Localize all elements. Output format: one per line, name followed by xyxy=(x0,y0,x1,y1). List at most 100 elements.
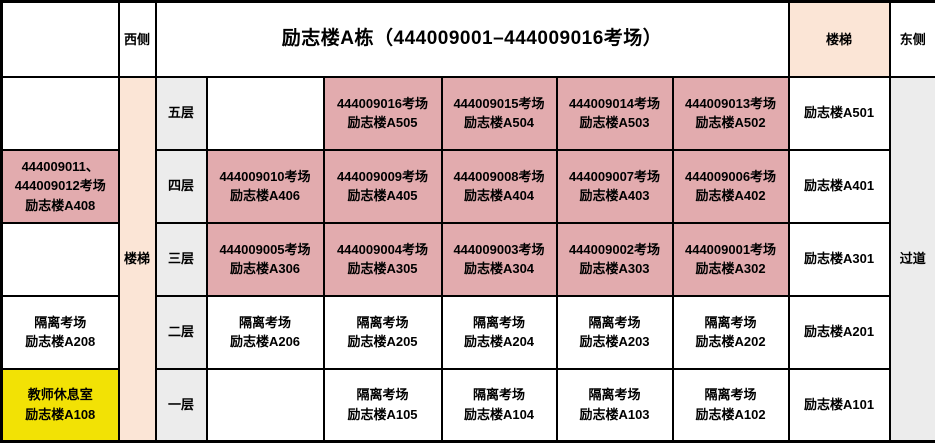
room-name: 励志楼A503 xyxy=(560,113,670,133)
room-type: 隔离考场 xyxy=(560,313,670,333)
room-name: 励志楼A101 xyxy=(792,395,887,415)
cell-a301: 励志楼A301 xyxy=(789,223,890,296)
room-name: 励志楼A301 xyxy=(792,249,887,269)
exam-room-number: 444009003考场 xyxy=(445,240,554,260)
exam-room-number: 444009006考场 xyxy=(676,167,786,187)
exam-room-number: 444009004考场 xyxy=(327,240,439,260)
floor-label-1f: 一层 xyxy=(156,369,207,442)
room-name: 励志楼A108 xyxy=(5,405,116,425)
room-type: 隔离考场 xyxy=(5,313,116,333)
room-type: 隔离考场 xyxy=(560,385,670,405)
cell-a306: 444009005考场 励志楼A306 xyxy=(207,223,324,296)
cell-a405: 444009009考场 励志楼A405 xyxy=(324,150,442,223)
room-name: 励志楼A203 xyxy=(560,332,670,352)
room-name: 励志楼A208 xyxy=(5,332,116,352)
exam-room-number: 444009014考场 xyxy=(560,94,670,114)
room-name: 励志楼A502 xyxy=(676,113,786,133)
cell-a102: 隔离考场 励志楼A102 xyxy=(673,369,789,442)
cell-a404: 444009008考场 励志楼A404 xyxy=(442,150,557,223)
room-type: 隔离考场 xyxy=(210,313,321,333)
room-type: 隔离考场 xyxy=(327,313,439,333)
left-cell-3f xyxy=(2,223,119,296)
room-type: 隔离考场 xyxy=(327,385,439,405)
corridor-column: 过道 xyxy=(890,77,935,442)
room-name: 励志楼A501 xyxy=(792,103,887,123)
cell-a206: 隔离考场 励志楼A206 xyxy=(207,296,324,369)
room-name: 励志楼A204 xyxy=(445,332,554,352)
cell-a403: 444009007考场 励志楼A403 xyxy=(557,150,673,223)
header-row: 西侧 励志楼A栋（444009001–444009016考场） 楼梯 东侧 xyxy=(2,2,935,77)
exam-room-number: 444009013考场 xyxy=(676,94,786,114)
cell-a108: 教师休息室 励志楼A108 xyxy=(2,369,119,442)
cell-a503: 444009014考场 励志楼A503 xyxy=(557,77,673,150)
cell-a401: 励志楼A401 xyxy=(789,150,890,223)
floor-row-5f: 楼梯 五层 444009016考场 励志楼A505 444009015考场 励志… xyxy=(2,77,935,150)
cell-a203: 隔离考场 励志楼A203 xyxy=(557,296,673,369)
room-name: 励志楼A405 xyxy=(327,186,439,206)
room-name: 励志楼A408 xyxy=(5,196,116,216)
room-name: 励志楼A406 xyxy=(210,186,321,206)
cell-a303: 444009002考场 励志楼A303 xyxy=(557,223,673,296)
cell-a202: 隔离考场 励志楼A202 xyxy=(673,296,789,369)
empty-cell-5f xyxy=(207,77,324,150)
cell-a304: 444009003考场 励志楼A304 xyxy=(442,223,557,296)
stairs-header-label: 楼梯 xyxy=(789,2,890,77)
room-name: 励志楼A105 xyxy=(327,405,439,425)
room-type: 隔离考场 xyxy=(676,313,786,333)
room-name: 励志楼A104 xyxy=(445,405,554,425)
cell-a502: 444009013考场 励志楼A502 xyxy=(673,77,789,150)
cell-a205: 隔离考场 励志楼A205 xyxy=(324,296,442,369)
floor-label-4f: 四层 xyxy=(156,150,207,223)
room-type: 隔离考场 xyxy=(445,385,554,405)
room-name: 励志楼A306 xyxy=(210,259,321,279)
exam-room-number: 444009016考场 xyxy=(327,94,439,114)
cell-a103: 隔离考场 励志楼A103 xyxy=(557,369,673,442)
exam-room-number: 444009007考场 xyxy=(560,167,670,187)
cell-a406: 444009010考场 励志楼A406 xyxy=(207,150,324,223)
room-name: 励志楼A205 xyxy=(327,332,439,352)
cell-a104: 隔离考场 励志楼A104 xyxy=(442,369,557,442)
room-name: 励志楼A402 xyxy=(676,186,786,206)
room-name: 励志楼A303 xyxy=(560,259,670,279)
empty-cell-1f xyxy=(207,369,324,442)
cell-a402: 444009006考场 励志楼A402 xyxy=(673,150,789,223)
cell-a504: 444009015考场 励志楼A504 xyxy=(442,77,557,150)
exam-room-number: 444009005考场 xyxy=(210,240,321,260)
room-name: 励志楼A403 xyxy=(560,186,670,206)
cell-a105: 隔离考场 励志楼A105 xyxy=(324,369,442,442)
cell-a208: 隔离考场 励志楼A208 xyxy=(2,296,119,369)
cell-a505: 444009016考场 励志楼A505 xyxy=(324,77,442,150)
room-name: 励志楼A201 xyxy=(792,322,887,342)
exam-room-number: 444009015考场 xyxy=(445,94,554,114)
stairwell-column: 楼梯 xyxy=(119,77,156,442)
building-title: 励志楼A栋（444009001–444009016考场） xyxy=(156,2,789,77)
corner-cell xyxy=(2,2,119,77)
room-name: 励志楼A302 xyxy=(676,259,786,279)
room-name: 励志楼A202 xyxy=(676,332,786,352)
room-name: 励志楼A504 xyxy=(445,113,554,133)
room-name: 励志楼A404 xyxy=(445,186,554,206)
room-name: 励志楼A304 xyxy=(445,259,554,279)
cell-a101: 励志楼A101 xyxy=(789,369,890,442)
cell-a302: 444009001考场 励志楼A302 xyxy=(673,223,789,296)
room-type: 隔离考场 xyxy=(676,385,786,405)
exam-room-number: 444009012考场 xyxy=(5,176,116,196)
cell-a305: 444009004考场 励志楼A305 xyxy=(324,223,442,296)
left-cell-5f xyxy=(2,77,119,150)
room-name: 励志楼A305 xyxy=(327,259,439,279)
exam-room-number: 444009001考场 xyxy=(676,240,786,260)
east-side-label: 东侧 xyxy=(890,2,935,77)
room-type: 教师休息室 xyxy=(5,385,116,405)
floor-label-5f: 五层 xyxy=(156,77,207,150)
exam-room-number: 444009011、 xyxy=(5,157,116,177)
room-name: 励志楼A103 xyxy=(560,405,670,425)
cell-a408: 444009011、 444009012考场 励志楼A408 xyxy=(2,150,119,223)
room-name: 励志楼A401 xyxy=(792,176,887,196)
room-name: 励志楼A102 xyxy=(676,405,786,425)
room-type: 隔离考场 xyxy=(445,313,554,333)
room-name: 励志楼A206 xyxy=(210,332,321,352)
cell-a204: 隔离考场 励志楼A204 xyxy=(442,296,557,369)
cell-a201: 励志楼A201 xyxy=(789,296,890,369)
cell-a501: 励志楼A501 xyxy=(789,77,890,150)
